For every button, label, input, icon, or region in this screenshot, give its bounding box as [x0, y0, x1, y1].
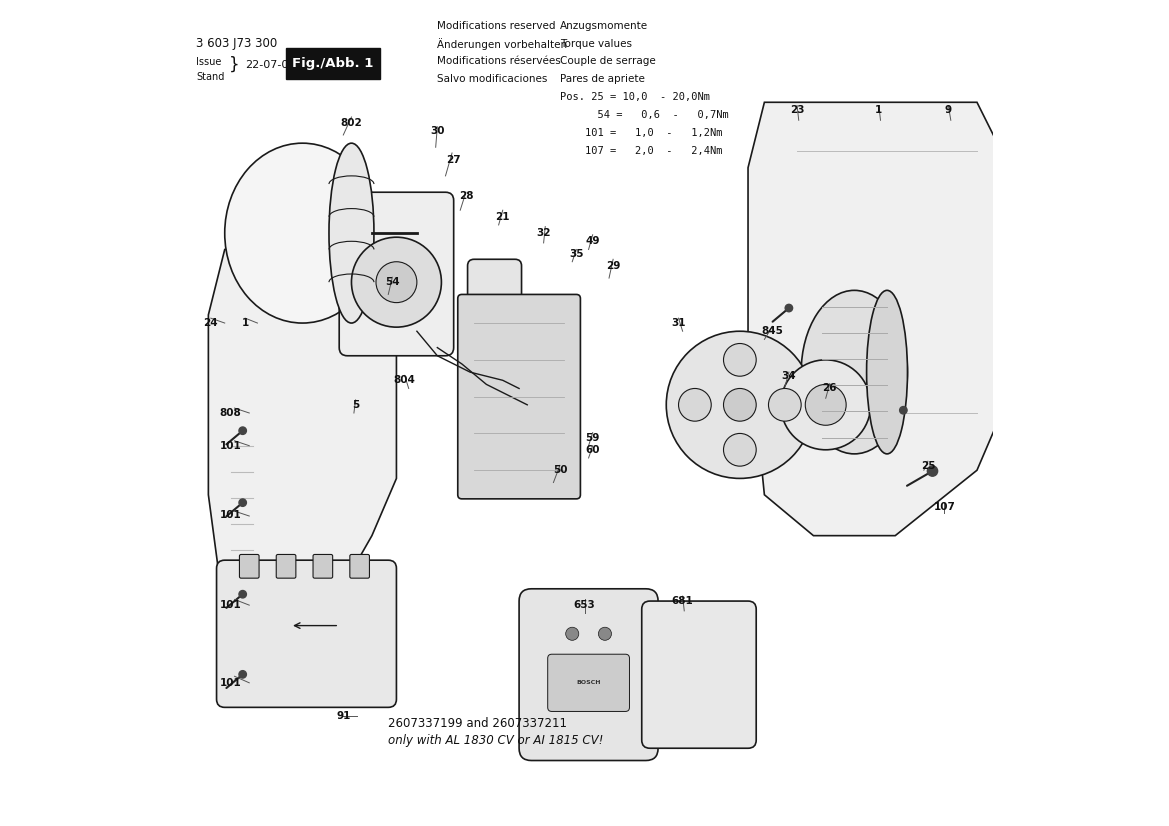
Circle shape [724, 344, 756, 376]
Circle shape [724, 434, 756, 466]
Text: 49: 49 [586, 236, 600, 246]
Text: 29: 29 [606, 261, 621, 271]
FancyBboxPatch shape [339, 192, 454, 356]
Text: 3 603 J73 300: 3 603 J73 300 [196, 37, 277, 50]
Circle shape [768, 388, 801, 421]
FancyBboxPatch shape [468, 259, 521, 354]
Text: 54: 54 [385, 278, 400, 287]
Text: Pares de apriete: Pares de apriete [560, 74, 645, 84]
Text: 31: 31 [671, 318, 686, 328]
Circle shape [666, 331, 814, 478]
Text: only with AL 1830 CV or AI 1815 CV!: only with AL 1830 CV or AI 1815 CV! [388, 733, 603, 747]
Circle shape [352, 237, 442, 327]
Text: 107 =   2,0  -   2,4Nm: 107 = 2,0 - 2,4Nm [560, 146, 722, 156]
Text: 50: 50 [553, 465, 567, 475]
Text: 5: 5 [352, 400, 359, 410]
Text: Modifications reserved: Modifications reserved [437, 21, 555, 31]
Text: 845: 845 [762, 326, 783, 336]
Text: }: } [229, 55, 240, 74]
Text: BOSCH: BOSCH [576, 681, 601, 686]
FancyBboxPatch shape [642, 601, 756, 748]
Circle shape [238, 499, 247, 506]
Text: 808: 808 [220, 408, 241, 418]
FancyBboxPatch shape [313, 554, 333, 578]
Polygon shape [748, 102, 1002, 535]
Circle shape [238, 591, 247, 598]
Text: 23: 23 [790, 106, 804, 116]
Text: 34: 34 [782, 371, 796, 382]
Ellipse shape [328, 143, 374, 323]
Circle shape [566, 627, 579, 640]
Text: 26: 26 [823, 383, 837, 393]
Text: 59: 59 [586, 433, 600, 443]
Circle shape [786, 304, 793, 311]
Ellipse shape [866, 291, 907, 453]
Text: 54 =   0,6  -   0,7Nm: 54 = 0,6 - 0,7Nm [560, 111, 728, 121]
Circle shape [805, 384, 846, 425]
Text: 27: 27 [447, 154, 461, 164]
Text: 2607337199 and 2607337211: 2607337199 and 2607337211 [388, 717, 567, 730]
Circle shape [238, 671, 247, 678]
Text: 681: 681 [672, 596, 693, 606]
FancyBboxPatch shape [548, 654, 629, 711]
Text: 101 =   1,0  -   1,2Nm: 101 = 1,0 - 1,2Nm [560, 129, 722, 139]
Polygon shape [208, 249, 396, 642]
FancyBboxPatch shape [276, 554, 296, 578]
Text: Stand: Stand [196, 72, 224, 82]
Text: 22-07-07: 22-07-07 [245, 59, 296, 69]
FancyBboxPatch shape [519, 589, 658, 761]
Circle shape [781, 360, 871, 450]
Text: Issue: Issue [196, 57, 221, 67]
Text: Anzugsmomente: Anzugsmomente [560, 21, 648, 31]
Ellipse shape [801, 291, 907, 453]
FancyBboxPatch shape [350, 554, 369, 578]
Text: 653: 653 [574, 601, 595, 610]
FancyBboxPatch shape [458, 294, 581, 499]
Text: 30: 30 [430, 126, 444, 136]
Text: 9: 9 [945, 106, 952, 116]
Text: Torque values: Torque values [560, 39, 632, 49]
Text: Fig./Abb. 1: Fig./Abb. 1 [292, 57, 373, 70]
Text: 32: 32 [537, 228, 551, 238]
Text: 28: 28 [458, 192, 473, 202]
Text: 21: 21 [496, 211, 510, 221]
Text: 101: 101 [220, 678, 241, 688]
Text: 25: 25 [921, 461, 935, 471]
Circle shape [678, 388, 711, 421]
Text: 60: 60 [586, 444, 600, 455]
Text: 91: 91 [337, 710, 351, 720]
Circle shape [599, 627, 611, 640]
Text: 1: 1 [876, 106, 883, 116]
Circle shape [900, 406, 907, 414]
Circle shape [927, 466, 938, 477]
Text: 101: 101 [220, 510, 241, 520]
FancyBboxPatch shape [286, 48, 380, 79]
Text: Modifications réservées: Modifications réservées [437, 56, 561, 67]
Text: 24: 24 [203, 318, 219, 328]
FancyBboxPatch shape [240, 554, 260, 578]
Text: 35: 35 [569, 249, 583, 259]
Text: Pos. 25 = 10,0  - 20,0Nm: Pos. 25 = 10,0 - 20,0Nm [560, 93, 710, 102]
Text: Salvo modificaciones: Salvo modificaciones [437, 74, 548, 84]
Text: 101: 101 [220, 601, 241, 610]
Circle shape [238, 427, 247, 434]
Ellipse shape [224, 143, 380, 323]
Text: 802: 802 [340, 118, 362, 128]
Text: 101: 101 [220, 441, 241, 451]
Text: 107: 107 [933, 502, 955, 512]
Text: 1: 1 [242, 318, 249, 328]
Circle shape [724, 388, 756, 421]
Text: Änderungen vorbehalten: Änderungen vorbehalten [437, 39, 567, 50]
Text: Couple de serrage: Couple de serrage [560, 56, 656, 67]
Text: 804: 804 [394, 375, 415, 385]
Circle shape [376, 262, 417, 302]
FancyBboxPatch shape [216, 560, 396, 707]
